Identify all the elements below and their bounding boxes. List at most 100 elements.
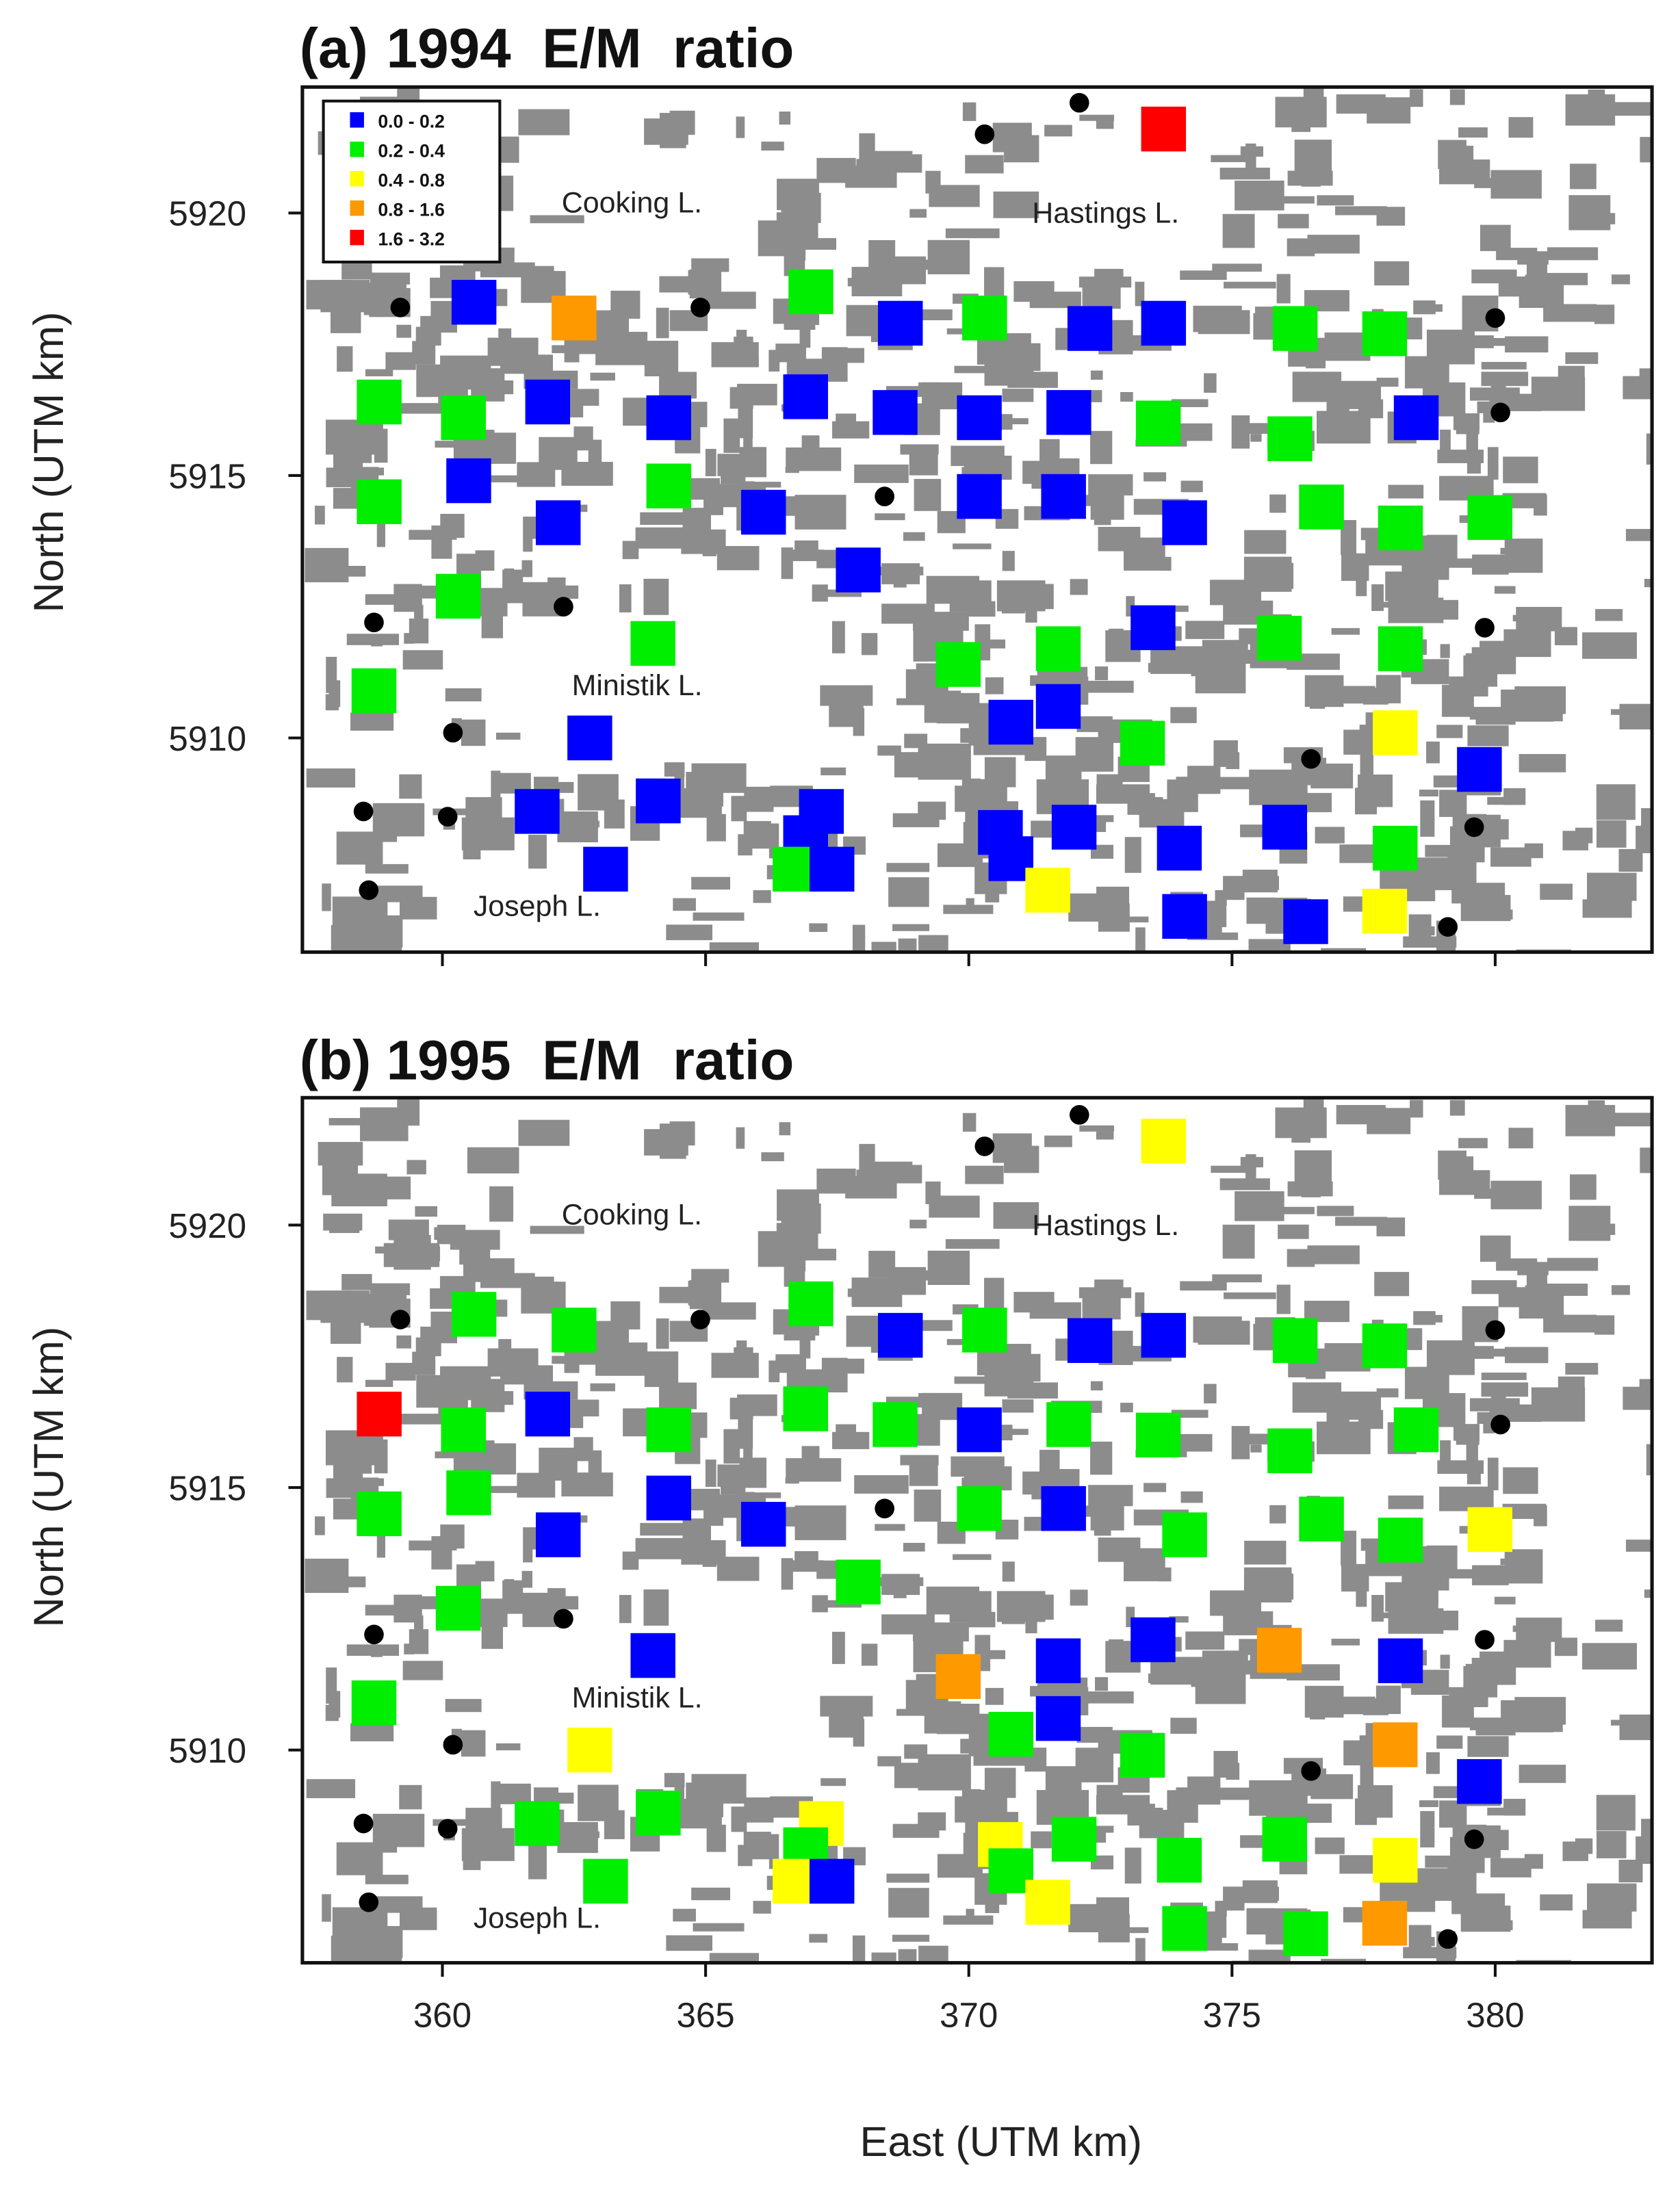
land-patch — [306, 280, 351, 310]
land-patch — [371, 946, 402, 952]
land-patch — [557, 1822, 598, 1854]
land-patch — [1646, 1444, 1653, 1476]
land-patch — [1376, 207, 1406, 226]
land-patch — [1039, 439, 1060, 462]
land-patch — [1447, 1867, 1477, 1901]
station-square — [957, 1486, 1002, 1531]
land-patch — [318, 1141, 363, 1166]
land-patch — [721, 1482, 746, 1495]
land-patch — [1489, 1349, 1510, 1357]
land-patch — [1639, 1379, 1653, 1390]
land-patch — [643, 1589, 669, 1626]
station-square — [1067, 306, 1113, 351]
land-patch — [376, 519, 386, 547]
land-patch — [1287, 1249, 1315, 1267]
land-patch — [1078, 276, 1132, 288]
land-patch — [1440, 429, 1451, 463]
land-patch — [1135, 927, 1146, 952]
land-patch — [1417, 1583, 1438, 1605]
land-patch — [729, 1397, 753, 1420]
land-patch — [1505, 336, 1549, 353]
land-patch — [898, 1949, 917, 1963]
land-patch — [794, 540, 818, 558]
land-patch — [1371, 1594, 1384, 1622]
land-patch — [1335, 1217, 1387, 1226]
land-patch — [1595, 1620, 1623, 1632]
land-patch — [1636, 1836, 1653, 1865]
land-patch — [341, 263, 372, 280]
land-patch — [1096, 120, 1114, 129]
land-patch — [1460, 894, 1511, 922]
land-patch — [1639, 368, 1653, 379]
land-patch — [738, 405, 753, 439]
land-patch — [1171, 1410, 1209, 1418]
land-patch — [1135, 1938, 1146, 1963]
land-patch — [1222, 1224, 1255, 1259]
land-patch — [1098, 1914, 1130, 1943]
land-patch — [1120, 1403, 1133, 1413]
land-patch — [691, 1774, 747, 1804]
station-square — [446, 458, 491, 504]
land-patch — [853, 1719, 865, 1747]
land-patch — [1169, 606, 1189, 612]
land-patch — [1317, 195, 1354, 206]
land-patch — [1419, 1800, 1438, 1808]
land-patch — [432, 808, 487, 816]
station-square — [1141, 1312, 1187, 1358]
legend-swatch — [350, 141, 364, 157]
land-patch — [1619, 703, 1653, 730]
land-patch — [881, 603, 935, 624]
station-square — [836, 1559, 881, 1605]
land-patch — [370, 272, 411, 285]
land-patch — [922, 382, 963, 410]
station-square — [451, 280, 497, 325]
land-patch — [1360, 752, 1373, 781]
station-square — [740, 1502, 786, 1547]
station-square — [783, 374, 828, 419]
land-patch — [946, 328, 969, 335]
land-patch — [1180, 1491, 1203, 1503]
reference-site-dot — [1490, 402, 1510, 423]
land-patch — [881, 1614, 935, 1635]
station-square — [1393, 395, 1439, 441]
land-patch — [1494, 1596, 1516, 1605]
land-patch — [930, 701, 957, 721]
land-patch — [346, 1644, 400, 1656]
station-square — [1256, 616, 1302, 661]
land-patch — [487, 1485, 530, 1494]
land-patch — [532, 1276, 554, 1306]
land-patch — [1419, 790, 1438, 797]
reference-site-dot — [1301, 1761, 1321, 1781]
land-patch — [1582, 632, 1637, 659]
land-patch — [1098, 526, 1141, 551]
station-square — [877, 1312, 923, 1358]
station-square — [1162, 500, 1207, 545]
land-patch — [1204, 1787, 1258, 1800]
station-square — [441, 1407, 486, 1453]
station-square — [357, 479, 402, 525]
land-patch — [1582, 1910, 1632, 1929]
reference-site-dot — [974, 1137, 995, 1156]
land-patch — [306, 768, 356, 788]
land-patch — [1195, 1670, 1246, 1704]
land-patch — [847, 1288, 876, 1297]
station-square — [1467, 495, 1512, 541]
land-patch — [871, 1952, 896, 1963]
land-patch — [644, 1351, 679, 1388]
land-patch — [1436, 725, 1463, 738]
land-patch — [1611, 274, 1630, 285]
land-patch — [406, 1160, 426, 1175]
station-square — [451, 1292, 497, 1337]
land-patch — [415, 1206, 437, 1217]
reference-site-dot — [1464, 817, 1484, 837]
land-patch — [1540, 1894, 1573, 1911]
land-patch — [1143, 472, 1167, 482]
land-patch — [1090, 1381, 1103, 1391]
land-patch — [1356, 578, 1367, 597]
land-patch — [467, 813, 482, 846]
station-square — [873, 1402, 918, 1447]
land-patch — [903, 532, 925, 541]
land-patch — [1321, 1958, 1367, 1963]
land-patch — [1467, 725, 1509, 746]
station-square — [1373, 710, 1418, 755]
